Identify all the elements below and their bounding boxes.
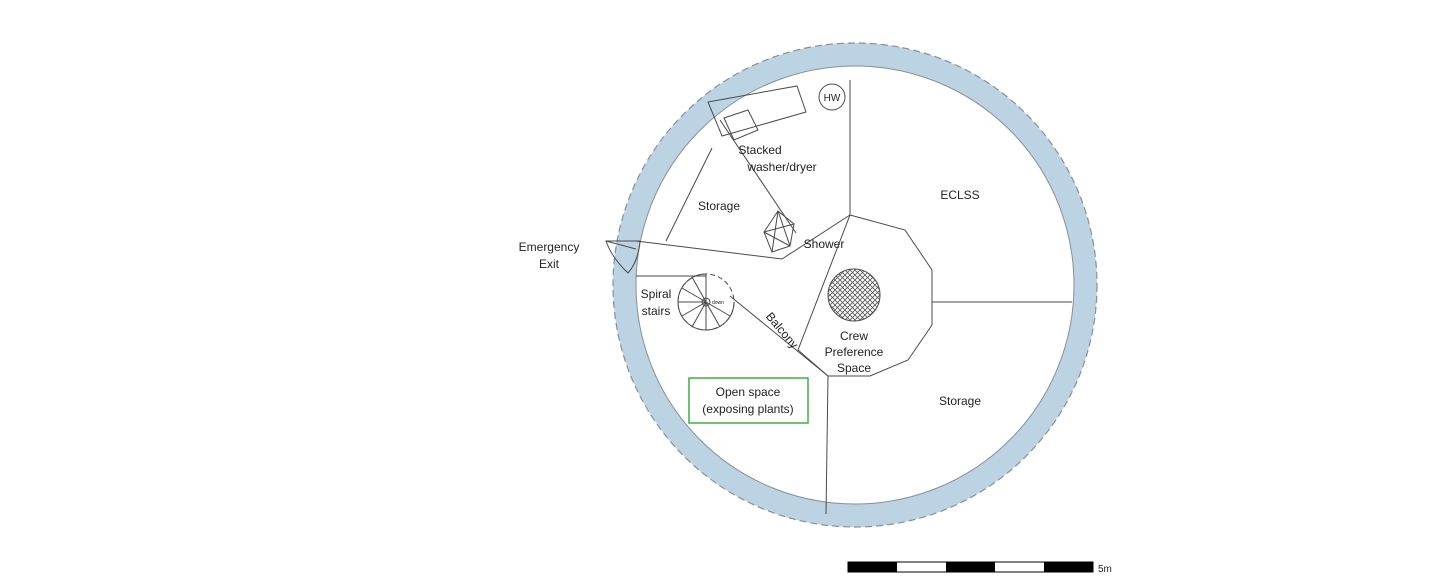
washer-label-line2: washer/dryer [746,160,816,174]
shower-fixture [763,210,795,253]
open-space-box [688,377,809,424]
scale-bar [847,561,1094,573]
outer-wall-ring [613,43,1097,527]
emergency-label-line1: Emergency [519,240,580,254]
crew-label-line3: Space [837,361,871,375]
wall-laundry-diagonal [719,119,797,234]
wall-storage-diagonal [665,147,713,242]
emergency-exit-door [605,240,641,274]
hw-label: HW [824,93,841,104]
wall-storage-open [825,375,829,515]
wall-shower-link [781,214,851,260]
crew-preference-pad [827,268,881,322]
balcony-label: Balcony [763,310,801,352]
crew-label-line1: Crew [840,329,868,343]
washer-label-line1: Stacked [738,143,781,157]
open-space-label-line2: (exposing plants) [702,402,793,416]
storage-top-label: Storage [698,199,740,213]
outer-wall-dashed-edge [612,42,1098,528]
open-space-label-line1: Open space [716,385,781,399]
central-core-wall [797,214,933,377]
scale-label: 5m [1098,564,1112,575]
wall-balcony [729,295,829,377]
washer-dryer-unit [707,85,807,141]
crew-label-line2: Preference [825,345,884,359]
wall-storage-bottom [635,240,783,260]
inner-wall-edge [635,65,1075,505]
spiral-stairs [677,273,735,331]
shower-label: Shower [804,237,845,251]
spiral-label-line1: Spiral [641,287,672,301]
spiral-label-line2: stairs [642,304,671,318]
emergency-label-line2: Exit [539,257,560,271]
eclss-label: ECLSS [940,188,979,202]
hot-water-tank [818,83,846,111]
storage-bottom-label: Storage [939,394,981,408]
stairs-down-label: down [712,300,724,306]
